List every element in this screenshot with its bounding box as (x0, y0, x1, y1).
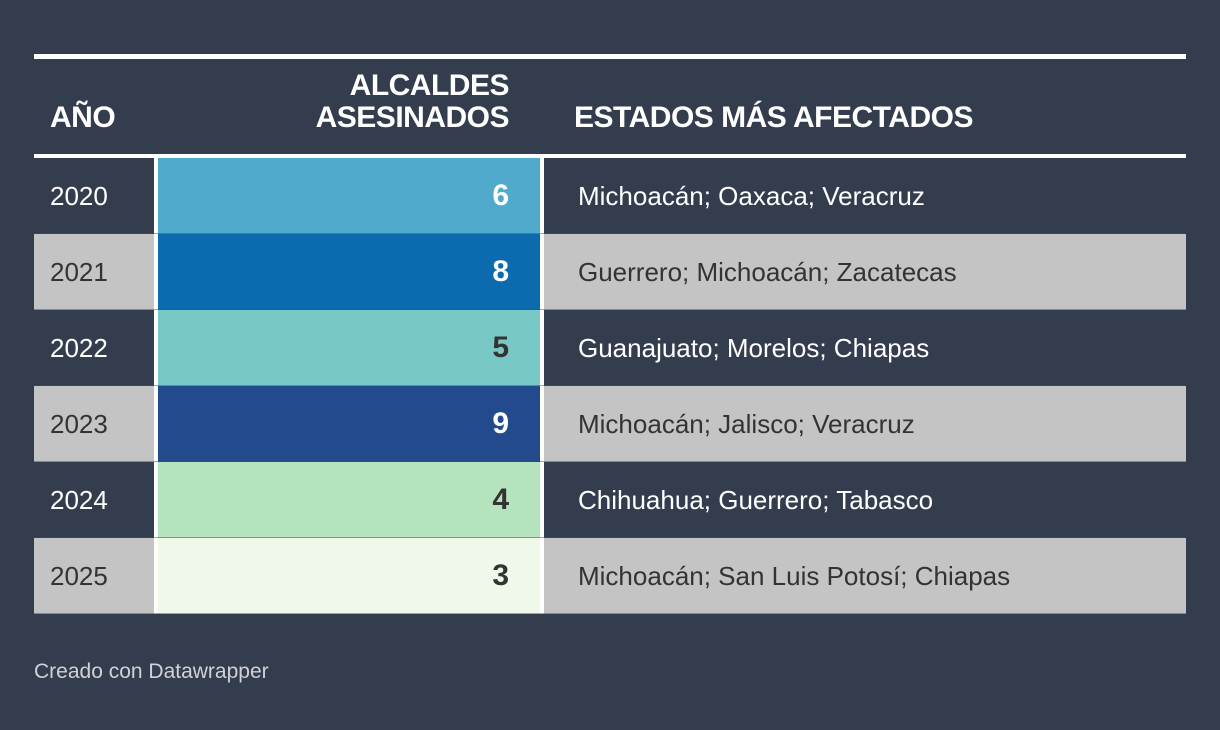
count-cell: 4 (154, 462, 544, 538)
footer-credit: Creado con Datawrapper (34, 660, 269, 683)
table-row: 2022 5 Guanajuato; Morelos; Chiapas (34, 310, 1186, 386)
states-cell: Guerrero; Michoacán; Zacatecas (578, 256, 957, 287)
count-cell: 9 (154, 386, 544, 462)
header-states: ESTADOS MÁS AFECTADOS (574, 101, 973, 134)
data-table: AÑO ALCALDES ASESINADOS ESTADOS MÁS AFEC… (34, 54, 1186, 614)
row-divider (34, 385, 1186, 386)
row-divider (34, 613, 1186, 614)
year-cell: 2020 (50, 180, 108, 211)
states-cell: Chihuahua; Guerrero; Tabasco (578, 484, 934, 515)
table-row: 2021 8 Guerrero; Michoacán; Zacatecas (34, 234, 1186, 310)
table-row: 2024 4 Chihuahua; Guerrero; Tabasco (34, 462, 1186, 538)
top-rule (34, 54, 1186, 59)
year-cell: 2021 (50, 256, 108, 287)
table-body: 2020 6 Michoacán; Oaxaca; Veracruz 2021 8 Gue… (34, 158, 1186, 614)
header-count-line2: ASESINADOS (315, 101, 510, 134)
header-rule (34, 154, 1186, 158)
row-divider (34, 309, 1186, 310)
year-cell: 2025 (50, 560, 108, 591)
count-cell: 8 (154, 234, 544, 310)
states-cell: Michoacán; Jalisco; Veracruz (578, 408, 915, 439)
states-cell: Michoacán; San Luis Potosí; Chiapas (578, 560, 1011, 591)
count-cell: 6 (154, 158, 544, 234)
year-cell: 2023 (50, 408, 108, 439)
states-cell: Michoacán; Oaxaca; Veracruz (578, 180, 925, 211)
count-cell: 3 (154, 538, 544, 614)
table-header: AÑO ALCALDES ASESINADOS ESTADOS MÁS AFEC… (34, 59, 1186, 154)
header-count: ALCALDES ASESINADOS (315, 69, 510, 134)
count-cell: 5 (154, 310, 544, 386)
table-row: 2020 6 Michoacán; Oaxaca; Veracruz (34, 158, 1186, 234)
header-year: AÑO (50, 101, 116, 134)
states-cell: Guanajuato; Morelos; Chiapas (578, 332, 930, 363)
row-divider (34, 461, 1186, 462)
year-cell: 2024 (50, 484, 108, 515)
year-cell: 2022 (50, 332, 108, 363)
header-count-line1: ALCALDES (349, 69, 510, 102)
row-divider (34, 233, 1186, 234)
table-row: 2025 3 Michoacán; San Luis Potosí; Chiapas (34, 538, 1186, 614)
row-divider (34, 537, 1186, 538)
table-row: 2023 9 Michoacán; Jalisco; Veracruz (34, 386, 1186, 462)
